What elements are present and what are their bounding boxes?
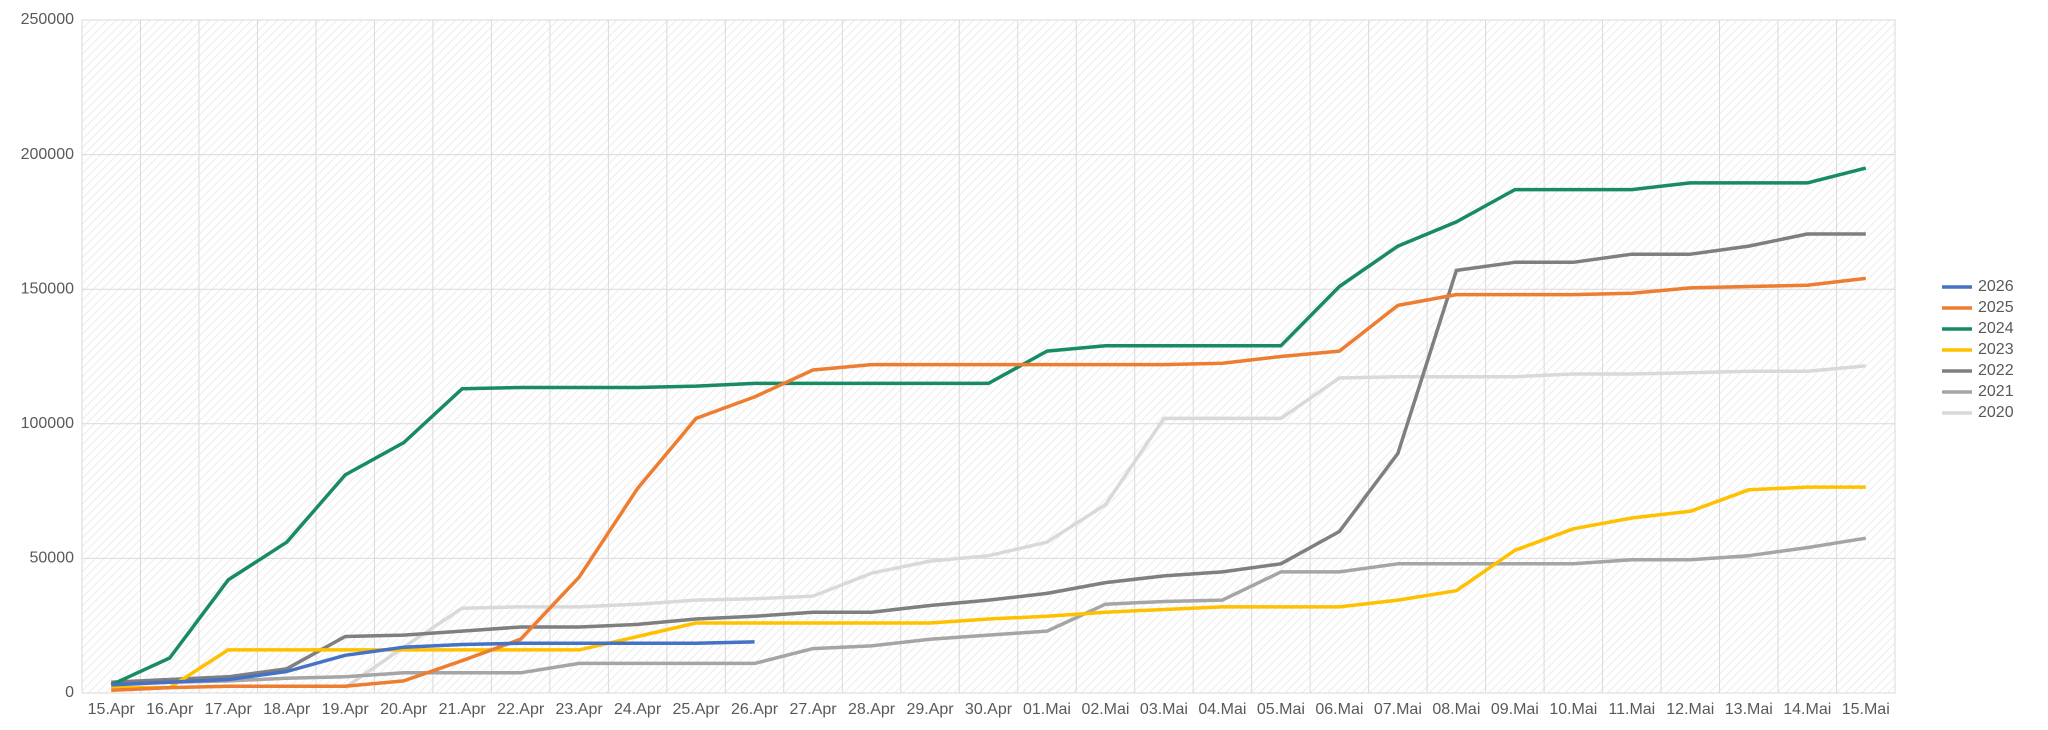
x-tick-label: 11.Mai <box>1608 701 1655 718</box>
x-tick-label: 07.Mai <box>1374 701 1422 718</box>
x-tick-label: 27.Apr <box>789 701 837 718</box>
x-tick-label: 15.Apr <box>88 701 136 718</box>
y-tick-label: 150000 <box>21 280 74 297</box>
x-tick-label: 10.Mai <box>1549 701 1597 718</box>
y-tick-label: 100000 <box>21 415 74 432</box>
series-line <box>110 166 1867 687</box>
x-tick-label: 29.Apr <box>906 701 954 718</box>
legend-label: 2022 <box>1978 362 2014 379</box>
legend-label: 2021 <box>1978 383 2014 400</box>
series-line <box>344 364 1866 690</box>
y-tick-label: 200000 <box>21 146 74 163</box>
series-line <box>111 276 1867 693</box>
series-line <box>111 232 1866 684</box>
legend-label: 2024 <box>1978 320 2014 337</box>
series-line <box>111 536 1867 684</box>
x-tick-label: 01.Mai <box>1023 701 1071 718</box>
x-tick-label: 17.Apr <box>205 701 253 718</box>
series-line <box>111 485 1866 690</box>
x-tick-label: 06.Mai <box>1315 701 1363 718</box>
plot-area <box>81 19 1896 694</box>
x-tick-label: 23.Apr <box>556 701 604 718</box>
x-tick-label: 09.Mai <box>1491 701 1539 718</box>
legend-label: 2025 <box>1978 299 2014 316</box>
series-line <box>111 640 755 687</box>
y-tick-label: 250000 <box>21 11 74 28</box>
x-tick-label: 02.Mai <box>1081 701 1129 718</box>
y-tick-label: 0 <box>65 684 74 701</box>
x-tick-label: 28.Apr <box>848 701 896 718</box>
x-tick-label: 20.Apr <box>380 701 428 718</box>
x-tick-label: 04.Mai <box>1198 701 1246 718</box>
x-tick-label: 22.Apr <box>497 701 545 718</box>
x-tick-label: 19.Apr <box>322 701 370 718</box>
x-tick-label: 26.Apr <box>731 701 779 718</box>
x-tick-label: 25.Apr <box>673 701 721 718</box>
x-tick-label: 13.Mai <box>1725 701 1773 718</box>
x-tick-label: 03.Mai <box>1140 701 1188 718</box>
x-tick-label: 14.Mai <box>1783 701 1831 718</box>
x-tick-label: 12.Mai <box>1666 701 1714 718</box>
legend-label: 2020 <box>1978 404 2014 421</box>
x-tick-label: 05.Mai <box>1257 701 1305 718</box>
x-tick-label: 16.Apr <box>146 701 194 718</box>
legend-label: 2026 <box>1978 278 2014 295</box>
legend-label: 2023 <box>1978 341 2014 358</box>
y-tick-label: 50000 <box>30 550 75 567</box>
x-tick-label: 18.Apr <box>263 701 311 718</box>
x-tick-label: 21.Apr <box>439 701 487 718</box>
x-tick-label: 08.Mai <box>1432 701 1480 718</box>
x-tick-label: 15.Mai <box>1842 701 1890 718</box>
x-tick-label: 24.Apr <box>614 701 662 718</box>
x-tick-label: 30.Apr <box>965 701 1013 718</box>
